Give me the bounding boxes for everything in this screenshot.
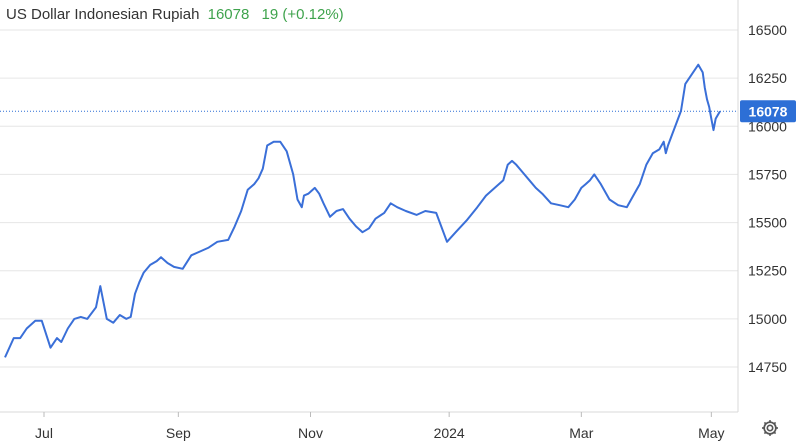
x-tick-label: Jul xyxy=(35,425,53,441)
series-line-usd-idr xyxy=(4,63,721,358)
y-tick-label: 16000 xyxy=(748,118,787,134)
y-tick-label: 16500 xyxy=(748,22,787,38)
y-tick-label: 15500 xyxy=(748,215,787,231)
instrument-title: US Dollar Indonesian Rupiah xyxy=(6,6,200,23)
price-change: 19 (+0.12%) xyxy=(261,6,344,23)
x-tick-label: May xyxy=(698,425,724,441)
chart-header: US Dollar Indonesian Rupiah 16078 19 (+0… xyxy=(6,6,344,23)
x-tick-label: 2024 xyxy=(434,425,465,441)
last-price: 16078 xyxy=(207,6,250,23)
x-tick-label: Mar xyxy=(569,425,593,441)
y-tick-label: 16250 xyxy=(748,70,787,86)
gear-icon[interactable] xyxy=(760,418,780,438)
y-tick-label: 14750 xyxy=(748,359,787,375)
y-axis-ticks: 14750 15000 15250 15500 15750 16000 16250 16500 xyxy=(748,22,787,375)
y-tick-label: 15750 xyxy=(748,166,787,182)
last-value-label-bg xyxy=(740,100,796,123)
x-tick-label: Sep xyxy=(166,425,191,441)
y-tick-label: 15250 xyxy=(748,263,787,279)
y-tick-label: 15000 xyxy=(748,311,787,327)
grid-lines xyxy=(0,29,738,368)
x-tick-label: Nov xyxy=(298,425,323,441)
last-value-label: 16078 xyxy=(749,103,788,119)
x-axis-ticks: Jul Sep Nov 2024 Mar May xyxy=(35,412,725,441)
